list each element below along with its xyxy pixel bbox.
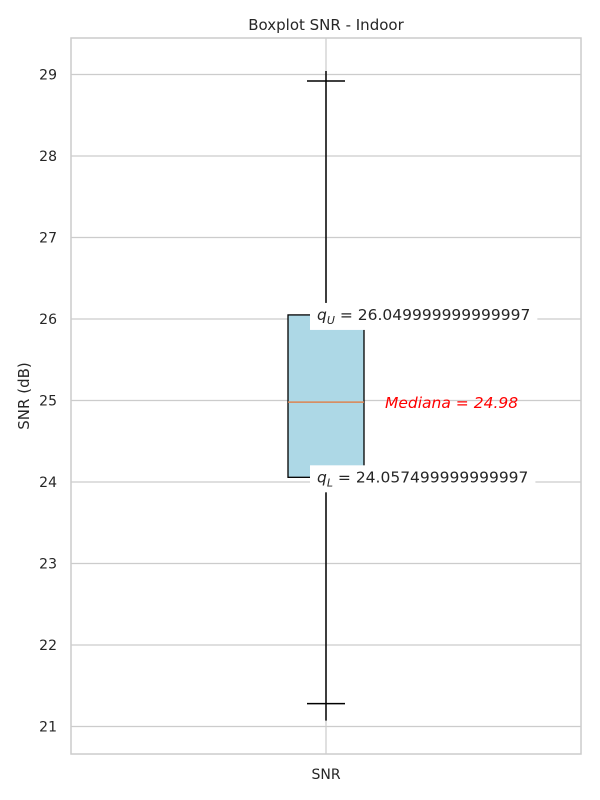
annotation-text: qL = 24.057499999999997	[317, 468, 528, 489]
y-tick-label: 28	[39, 149, 57, 165]
y-axis-label: SNR (dB)	[15, 362, 33, 429]
q-lower-annotation: qL = 24.057499999999997	[310, 465, 536, 493]
q-upper-annotation: qU = 26.049999999999997	[310, 302, 538, 330]
y-tick-label: 25	[39, 394, 57, 410]
boxplot-marks	[287, 71, 365, 721]
annotation-background	[310, 302, 538, 330]
annotation-text: qU = 26.049999999999997	[317, 306, 530, 327]
y-tick-label: 29	[39, 68, 57, 84]
median-annotation: Mediana = 24.98	[385, 394, 518, 412]
y-tick-label: 26	[39, 312, 57, 328]
chart-title: Boxplot SNR - Indoor	[248, 16, 404, 34]
y-tick-label: 23	[39, 557, 57, 573]
annotation-background	[310, 465, 536, 493]
y-tick-label: 21	[39, 720, 57, 736]
iqr-box	[287, 314, 365, 478]
x-tick-labels: SNR	[311, 767, 340, 783]
plot-frame	[70, 37, 582, 755]
x-tick-label: SNR	[311, 767, 340, 783]
y-tick-label: 24	[39, 475, 57, 491]
y-tick-label: 27	[39, 231, 57, 247]
y-tick-labels: 21 22 23 24 25 26 27 28 29	[39, 68, 57, 736]
y-tick-label: 22	[39, 638, 57, 654]
boxplot-annotations: qU = 26.049999999999997 qL = 24.057499999…	[310, 302, 538, 493]
